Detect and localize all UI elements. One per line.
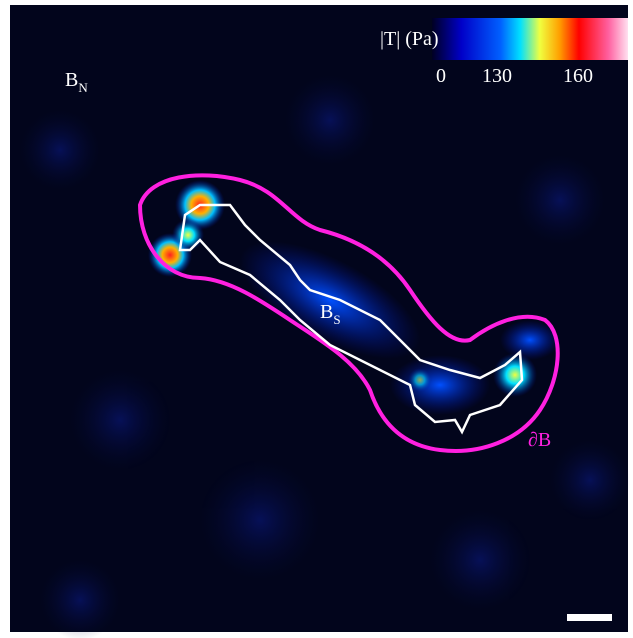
colorbar-tick: 160	[563, 65, 593, 87]
label-sub: N	[78, 80, 88, 95]
colorbar-tick: 0	[436, 65, 446, 87]
label-sub: S	[333, 312, 340, 327]
colorbar	[432, 18, 628, 60]
colorbar-tick: 130	[482, 65, 512, 87]
boundary-label: ∂B	[528, 429, 551, 451]
figure: |T| (Pa) 0 130 160 BN BS ∂B	[0, 0, 633, 638]
label-main: B	[320, 301, 333, 323]
colorbar-label: |T| (Pa)	[380, 28, 439, 50]
label-main: B	[65, 69, 78, 91]
scale-bar	[567, 614, 612, 621]
